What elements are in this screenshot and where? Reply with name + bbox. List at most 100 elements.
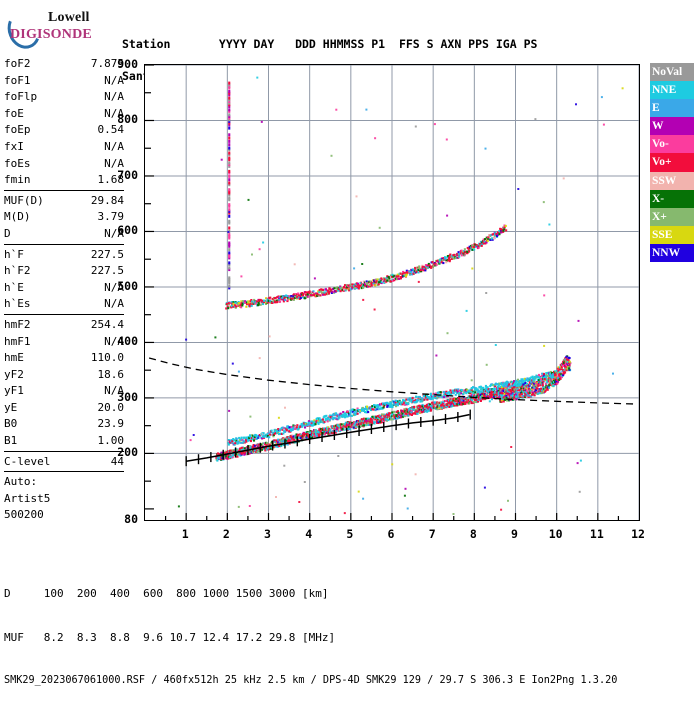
param-key: h`F2	[4, 264, 31, 278]
legend-item-x-[interactable]: X+	[650, 207, 694, 226]
param-key: foF1	[4, 73, 31, 87]
footer-info: D 100 200 400 600 800 1000 1500 3000 [km…	[4, 558, 617, 703]
param-value: 0.54	[97, 123, 125, 137]
true-height-profile-line	[186, 413, 470, 462]
param-row: h`F2 227.5	[4, 263, 124, 280]
param-key: M(D)	[4, 210, 31, 224]
legend-item-vo-[interactable]: Vo-	[650, 135, 694, 154]
param-value: N/A	[104, 334, 124, 348]
legend-item-e[interactable]: E	[650, 99, 694, 118]
legend-item-nnw[interactable]: NNW	[650, 243, 694, 263]
param-value: 227.5	[90, 247, 124, 261]
x-tick-label: 2	[222, 527, 230, 541]
param-value: 227.5	[90, 264, 124, 278]
param-key: B1	[4, 434, 18, 448]
footer-muf-row: MUF 8.2 8.3 8.8 9.6 10.7 12.4 17.2 29.8 …	[4, 630, 336, 644]
legend-item-w[interactable]: W	[650, 117, 694, 136]
legend-item-nne[interactable]: NNE	[650, 81, 694, 100]
logo-lowell-text: Lowell	[48, 10, 90, 25]
y-tick-label: 500	[117, 278, 138, 293]
divider	[4, 450, 124, 452]
param-row: hmE 110.0	[4, 350, 124, 367]
y-tick-label: 800	[117, 112, 138, 127]
legend-item-ssw[interactable]: SSW	[650, 171, 694, 190]
param-value: N/A	[104, 226, 124, 240]
ionogram-plot-area[interactable]	[144, 64, 640, 521]
param-key: B0	[4, 417, 18, 431]
y-axis-min-label: 80	[124, 512, 138, 526]
param-key: h`Es	[4, 297, 31, 311]
noise-points	[177, 76, 624, 515]
param-key: foFlp	[4, 90, 38, 104]
param-value: 23.9	[97, 417, 125, 431]
param-row: yF1 N/A	[4, 383, 124, 400]
param-row: B0 23.9	[4, 416, 124, 433]
logo-digisonde-text: DIGISONDE	[10, 27, 92, 42]
ionospheric-parameters-panel: foF2 7.875 foF1 N/A foFlp N/A foE N/A foEp 0.54 fx…	[4, 56, 124, 524]
param-value: 1.68	[97, 173, 125, 187]
param-row: hmF1 N/A	[4, 334, 124, 351]
lowell-digisonde-logo: Lowell DIGISONDE	[2, 6, 118, 54]
param-value: N/A	[104, 90, 124, 104]
param-value: N/A	[104, 297, 124, 311]
param-row: foF2 7.875	[4, 56, 124, 73]
param-key: h`F	[4, 247, 24, 261]
param-value: 20.0	[97, 400, 125, 414]
param-group-profile: hmF2 254.4 hmF1 N/A hmE 110.0 yF2 18.6 yF1 N/A yE 2…	[4, 317, 124, 450]
param-key: C-level	[4, 454, 51, 468]
param-key: foE	[4, 106, 24, 120]
param-key: yF1	[4, 384, 24, 398]
param-value: 254.4	[90, 317, 124, 331]
param-row: foFlp N/A	[4, 89, 124, 106]
param-value: N/A	[104, 139, 124, 153]
divider	[4, 471, 124, 473]
param-row: h`Es N/A	[4, 296, 124, 313]
param-key: yF2	[4, 367, 24, 381]
x-tick-label: 1	[181, 527, 189, 541]
param-row: yF2 18.6	[4, 367, 124, 384]
header-columns-row: Station YYYY DAY DDD HHMMSS P1 FFS S AXN…	[122, 37, 538, 51]
y-tick-label: 700	[117, 167, 138, 182]
divider	[4, 189, 124, 191]
param-key: hmE	[4, 351, 24, 365]
param-row: foEs N/A	[4, 156, 124, 173]
param-row: fxI N/A	[4, 139, 124, 156]
footer-file-row: SMK29_2023067061000.RSF / 460fx512h 25 k…	[4, 675, 618, 686]
x-tick-label: 4	[305, 527, 313, 541]
legend-item-vo-[interactable]: Vo+	[650, 153, 694, 172]
param-row: h`E N/A	[4, 280, 124, 297]
param-value: N/A	[104, 384, 124, 398]
param-value: 44	[110, 454, 124, 468]
profile-tick-marks	[185, 409, 471, 467]
auto-line: 500200	[4, 508, 44, 522]
param-auto-block: Auto: Artist5 500200	[4, 474, 124, 524]
param-row: foE N/A	[4, 106, 124, 123]
legend-item-noval[interactable]: NoVal	[650, 63, 694, 82]
param-value: 18.6	[97, 367, 125, 381]
param-key: foEs	[4, 156, 31, 170]
param-value: 1.00	[97, 434, 125, 448]
axis-minor-ticks	[145, 65, 620, 520]
param-value: 110.0	[90, 351, 124, 365]
param-row: h`F 227.5	[4, 247, 124, 264]
param-row: M(D) 3.79	[4, 209, 124, 226]
param-value: 7.875	[90, 57, 124, 70]
param-group-virtual-heights: h`F 227.5 h`F2 227.5 h`E N/A h`Es N/A	[4, 247, 124, 313]
legend-item-x-[interactable]: X-	[650, 189, 694, 208]
divider	[4, 313, 124, 315]
param-row: B1 1.00	[4, 433, 124, 450]
polarization-direction-legend[interactable]: NoVal NNE E W Vo- Vo+ SSW X- X+ SSE NNW	[650, 63, 694, 263]
legend-item-sse[interactable]: SSE	[650, 225, 694, 244]
param-key: fmin	[4, 173, 31, 187]
auto-line: Artist5	[4, 491, 51, 505]
param-row: C-level 44	[4, 454, 124, 471]
param-value: 3.79	[97, 210, 125, 224]
muf-dashed-curve	[148, 357, 635, 405]
param-row: foEp 0.54	[4, 122, 124, 139]
param-key: yE	[4, 400, 18, 414]
x-tick-label: 7	[428, 527, 436, 541]
param-value: N/A	[104, 106, 124, 120]
x-tick-label: 3	[264, 527, 271, 541]
y-tick-label: 900	[117, 57, 138, 71]
param-key: h`E	[4, 280, 24, 294]
